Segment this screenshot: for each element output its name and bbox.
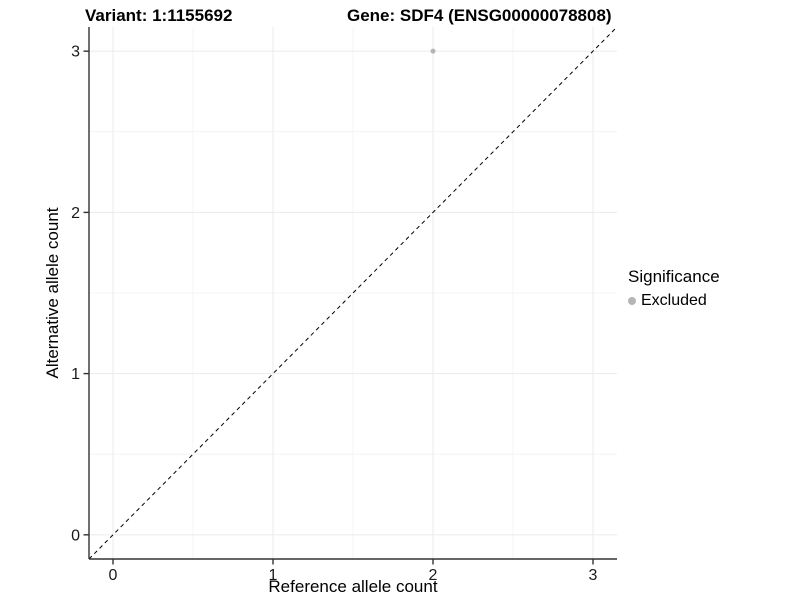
- x-tick-label: 3: [589, 567, 598, 584]
- y-tick-label: 3: [71, 44, 80, 61]
- data-point: [430, 48, 436, 54]
- y-axis-title: Alternative allele count: [43, 207, 62, 379]
- x-tick-label: 2: [429, 567, 438, 584]
- legend-item-excluded: Excluded: [628, 292, 720, 310]
- x-tick-label: 1: [269, 567, 278, 584]
- y-tick-label: 2: [71, 205, 80, 222]
- y-tick-label: 1: [71, 366, 80, 383]
- legend-item-label: Excluded: [641, 292, 707, 309]
- plot-title-gene: Gene: SDF4 (ENSG00000078808): [347, 6, 612, 25]
- x-tick-label: 0: [109, 567, 118, 584]
- identity-dashed-line: [88, 26, 618, 560]
- legend-title: Significance: [628, 267, 720, 286]
- x-axis-title: Reference allele count: [268, 577, 438, 596]
- excluded-point-swatch: [628, 297, 636, 305]
- legend: Significance Excluded: [628, 267, 720, 310]
- y-tick-label: 0: [71, 527, 80, 544]
- plot-title-variant: Variant: 1:1155692: [85, 6, 233, 25]
